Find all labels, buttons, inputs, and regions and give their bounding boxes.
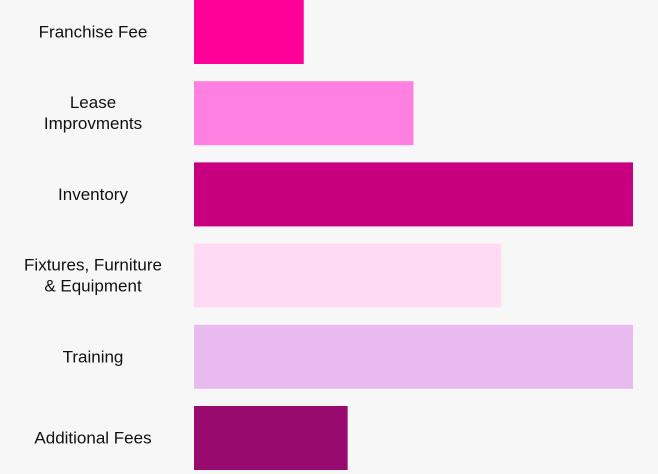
category-label-0: Franchise Fee [39,23,148,42]
category-label-line: Lease [70,93,116,112]
category-label-line: Additional Fees [34,429,151,448]
bars-group [194,0,633,470]
category-label-4: Training [63,347,124,366]
category-labels-group: Franchise Fee Lease Improvments Inventory Fi… [24,23,162,448]
category-label-line: Franchise Fee [39,23,148,42]
category-label-1: Lease Improvments [44,93,142,133]
category-label-line: Improvments [44,114,142,133]
bar-0 [194,0,304,64]
category-label-5: Additional Fees [34,429,151,448]
category-label-line: & Equipment [44,277,142,296]
category-label-3: Fixtures, Furniture & Equipment [24,256,162,296]
bar-3 [194,243,502,308]
bar-2 [194,162,633,227]
category-label-line: Fixtures, Furniture [24,256,162,275]
bar-5 [194,406,348,470]
bar-1 [194,81,414,146]
category-label-line: Training [63,347,124,366]
category-label-line: Inventory [58,185,128,204]
bar-4 [194,324,633,389]
category-label-2: Inventory [58,185,128,204]
